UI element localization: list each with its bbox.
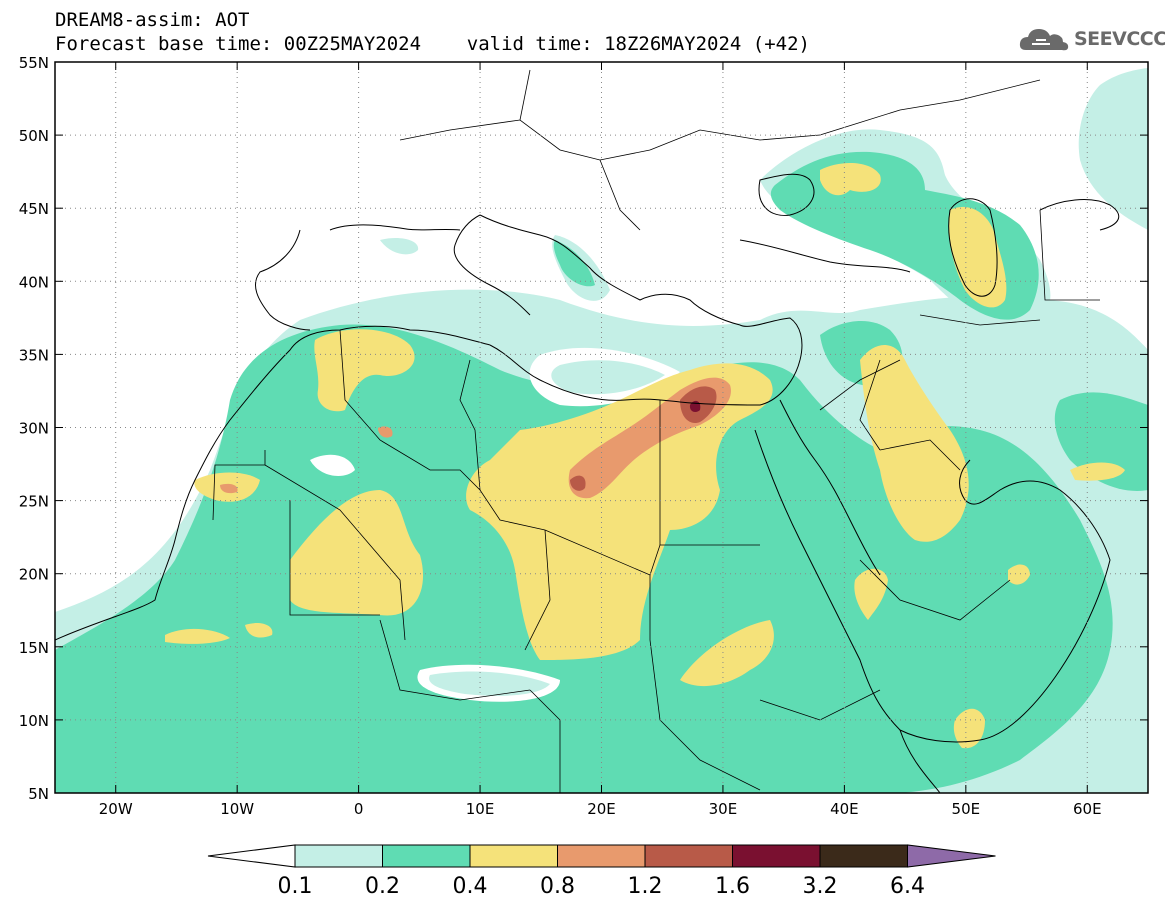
colorbar-label: 0.1 bbox=[278, 874, 313, 899]
lat-tick-label: 5N bbox=[28, 785, 49, 803]
aot-0.1-0.2-inner bbox=[429, 360, 665, 696]
lat-tick-label: 20N bbox=[19, 566, 49, 584]
lon-tick-label: 40E bbox=[830, 800, 859, 818]
axis-ticks bbox=[55, 61, 1148, 794]
lon-tick-label: 50E bbox=[952, 800, 981, 818]
lon-tick-label: 0 bbox=[354, 800, 364, 818]
lon-tick-label: 10W bbox=[220, 800, 254, 818]
colorbar-box bbox=[557, 844, 646, 868]
latitude-labels: 5N 10N 15N 20N 25N 30N 35N 40N 45N 50N 55N bbox=[19, 54, 49, 803]
colorbar-arrow-low bbox=[207, 844, 296, 868]
colorbar-labels: 0.1 0.2 0.4 0.8 1.2 1.6 3.2 6.4 bbox=[278, 874, 926, 899]
colorbar-arrow-high bbox=[907, 844, 996, 868]
gridlines bbox=[55, 62, 1148, 793]
lon-tick-label: 10E bbox=[466, 800, 495, 818]
colorbar-label: 3.2 bbox=[803, 874, 838, 899]
colorbar-box bbox=[819, 844, 908, 868]
colorbar-box bbox=[644, 844, 733, 868]
lat-tick-label: 30N bbox=[19, 420, 49, 438]
lon-tick-label: 60E bbox=[1073, 800, 1102, 818]
colorbar-box bbox=[732, 844, 821, 868]
aot-field bbox=[55, 68, 1148, 793]
colorbar bbox=[207, 844, 996, 868]
colorbar-label: 6.4 bbox=[890, 874, 925, 899]
forecast-time-line: Forecast base time: 00Z25MAY2024 valid t… bbox=[55, 33, 810, 55]
lat-tick-label: 40N bbox=[19, 273, 49, 291]
colorbar-box bbox=[294, 844, 383, 868]
seevccc-logo: SEEVCCC bbox=[1018, 24, 1165, 54]
lon-tick-label: 30E bbox=[709, 800, 738, 818]
logo-text: SEEVCCC bbox=[1074, 28, 1165, 50]
cloud-icon bbox=[1019, 29, 1069, 51]
longitude-labels: 20W 10W 0 10E 20E 30E 40E 50E 60E bbox=[99, 800, 1102, 818]
colorbar-label: 1.6 bbox=[715, 874, 750, 899]
lat-tick-label: 15N bbox=[19, 639, 49, 657]
colorbar-label: 0.8 bbox=[540, 874, 575, 899]
map-title: DREAM8-assim: AOT bbox=[55, 9, 250, 31]
lat-tick-label: 35N bbox=[19, 346, 49, 364]
colorbar-label: 1.2 bbox=[628, 874, 663, 899]
colorbar-label: 0.4 bbox=[453, 874, 488, 899]
coastlines bbox=[55, 173, 1148, 793]
colorbar-box bbox=[382, 844, 471, 868]
lat-tick-label: 25N bbox=[19, 493, 49, 511]
lat-tick-label: 10N bbox=[19, 712, 49, 730]
lon-tick-label: 20E bbox=[587, 800, 616, 818]
lat-tick-label: 50N bbox=[19, 127, 49, 145]
lon-tick-label: 20W bbox=[99, 800, 133, 818]
colorbar-box bbox=[469, 844, 558, 868]
colorbar-label: 0.2 bbox=[365, 874, 400, 899]
lat-tick-label: 45N bbox=[19, 200, 49, 218]
lat-tick-label: 55N bbox=[19, 54, 49, 72]
country-borders bbox=[212, 69, 1100, 793]
